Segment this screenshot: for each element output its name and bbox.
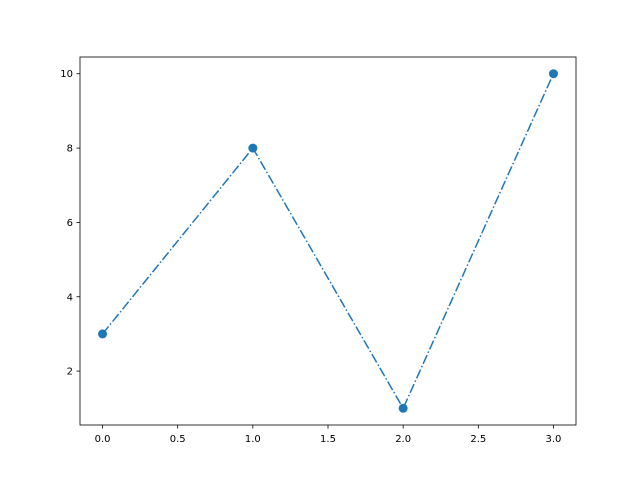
x-tick-label: 3.0 <box>546 434 562 445</box>
x-tick-label: 0.5 <box>170 434 186 445</box>
series-line <box>101 73 555 410</box>
series-group <box>98 69 558 413</box>
x-tick-label: 2.0 <box>395 434 411 445</box>
x-tick-label: 0.0 <box>95 434 111 445</box>
y-axis: 2 4 6 8 10 <box>60 69 80 378</box>
x-tick-label: 2.5 <box>470 434 486 445</box>
x-axis: 0.0 0.5 1.0 1.5 2.0 2.5 3.0 <box>95 425 562 445</box>
plot-area <box>80 57 576 425</box>
x-tick-label: 1.5 <box>320 434 336 445</box>
y-tick-label: 8 <box>67 144 73 155</box>
data-point <box>248 143 258 153</box>
y-tick-label: 4 <box>67 292 73 303</box>
data-point <box>548 69 558 79</box>
y-tick-label: 6 <box>67 218 73 229</box>
x-tick-label: 1.0 <box>245 434 261 445</box>
axes-frame <box>79 56 577 426</box>
data-point <box>98 329 108 339</box>
data-point <box>398 403 408 413</box>
y-tick-label: 10 <box>60 69 73 80</box>
y-tick-label: 2 <box>67 367 73 378</box>
